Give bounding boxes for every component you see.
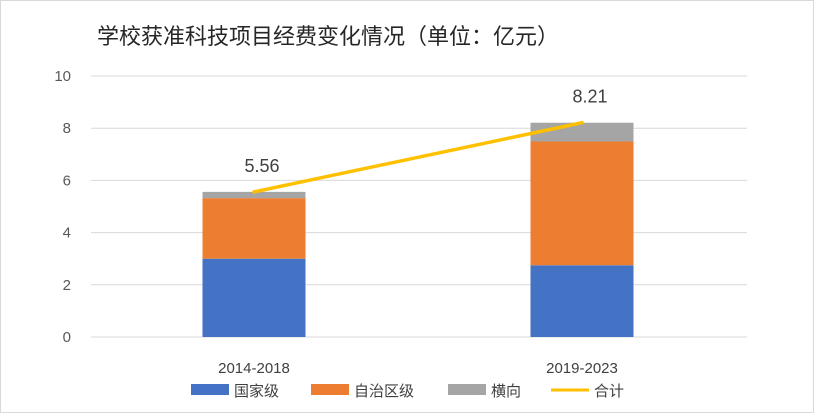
y-tick-label: 8 (63, 120, 71, 137)
data-label: 8.21 (572, 87, 607, 107)
y-tick-label: 0 (63, 329, 71, 346)
bar-segment (202, 258, 306, 337)
bar-segment (530, 122, 634, 142)
y-axis: 0 2 4 6 8 10 (54, 68, 71, 346)
legend: 国家级 自治区级 横向 合计 (191, 382, 624, 400)
legend-swatch (191, 384, 229, 395)
bar-segment (202, 191, 306, 199)
x-tick-label: 2014-2018 (218, 360, 290, 377)
total-line (252, 120, 584, 194)
legend-label: 国家级 (234, 382, 279, 400)
bars (202, 122, 634, 337)
legend-swatch (311, 384, 349, 395)
legend-swatch (448, 384, 486, 395)
data-labels: 5.56 8.21 (244, 87, 607, 176)
bar-segment (530, 141, 634, 266)
x-axis: 2014-2018 2019-2023 (218, 360, 618, 377)
y-tick-label: 4 (63, 225, 71, 242)
x-tick-label: 2019-2023 (546, 360, 618, 377)
y-tick-label: 6 (63, 172, 71, 189)
legend-label: 合计 (594, 382, 624, 400)
y-tick-label: 2 (63, 277, 71, 294)
legend-label: 自治区级 (354, 382, 414, 400)
legend-label: 横向 (491, 382, 521, 400)
y-tick-label: 10 (54, 68, 71, 85)
total-line-path (252, 120, 584, 194)
bar-segment (530, 265, 634, 337)
data-label: 5.56 (244, 156, 279, 176)
chart-title: 学校获准科技项目经费变化情况（单位：亿元） (97, 25, 559, 50)
gridlines (91, 75, 747, 338)
bar-segment (202, 198, 306, 259)
